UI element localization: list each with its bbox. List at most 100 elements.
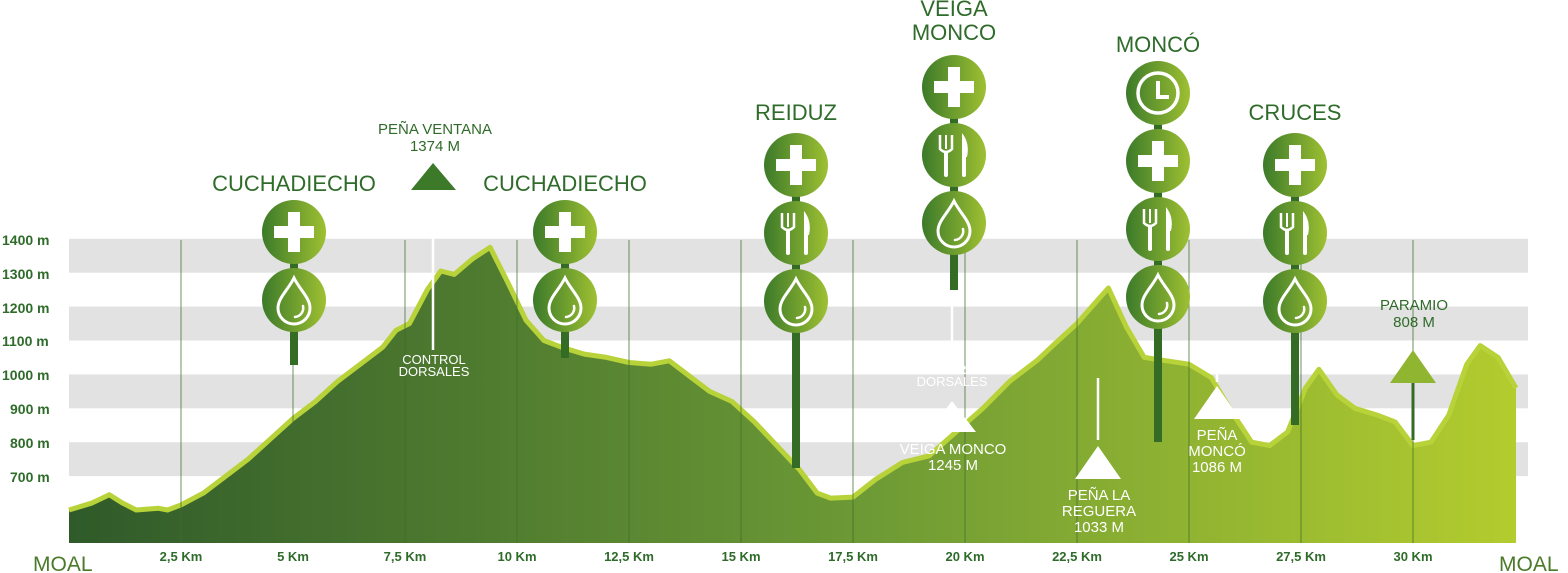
peak-name: PARAMIO <box>1380 297 1448 314</box>
drop-shape <box>1140 271 1176 323</box>
water-icon <box>764 269 828 333</box>
peak-name: PEÑA LA <box>1068 487 1131 504</box>
medical-icon <box>533 200 597 264</box>
y-tick-label: 900 m <box>10 401 50 417</box>
peak-elevation: 808 M <box>1393 314 1435 331</box>
water-icon-circle <box>764 269 828 333</box>
station-name: MONCO <box>912 20 996 45</box>
knife-blade <box>1166 207 1172 231</box>
x-tick-label: 20 Km <box>945 549 984 564</box>
peak-name: PEÑA <box>1197 427 1238 444</box>
station-name: VEIGA <box>920 0 988 21</box>
peak-name: MONCÓ <box>1188 443 1246 460</box>
drop-highlight <box>795 305 807 320</box>
peak-elevation: 1245 M <box>928 457 978 474</box>
x-tick-label: 25 Km <box>1169 549 1208 564</box>
fork-head <box>1279 213 1295 232</box>
water-icon <box>1126 265 1190 329</box>
fork-head <box>938 135 954 154</box>
control-label: DORSALES <box>917 374 988 389</box>
control-dorsales-2: CONTROL DORSALES <box>917 362 988 389</box>
medical-icon <box>1263 133 1327 197</box>
drop-highlight <box>564 304 576 319</box>
food-icon-circle <box>1263 201 1327 265</box>
station-name: CUCHADIECHO <box>212 171 376 196</box>
y-tick-label: 700 m <box>10 469 50 485</box>
drop-highlight <box>953 227 965 242</box>
peak-veiga-monco: VEIGA MONCO 1245 M <box>900 290 1007 474</box>
y-tick-label: 1100 m <box>2 333 49 349</box>
mountain-icon <box>411 163 456 190</box>
terrain-area <box>69 247 1516 544</box>
water-icon-circle <box>1263 269 1327 333</box>
peak-name: VEIGA MONCO <box>900 441 1007 458</box>
cross-bar-v <box>559 212 571 252</box>
knife-blade <box>1303 211 1309 235</box>
cross-bar-v <box>1152 141 1164 181</box>
fork-head <box>1142 209 1158 228</box>
food-icon <box>764 201 828 265</box>
drop-highlight <box>293 304 305 319</box>
start-label: MOAL <box>33 553 93 573</box>
x-tick-label: 15 Km <box>721 549 760 564</box>
x-axis: MOAL MOAL 2,5 Km 5 Km 7,5 Km 10 Km 12,5 … <box>33 549 1559 573</box>
peak-paramio: PARAMIO 808 M <box>1380 297 1448 440</box>
food-icon-circle <box>1126 197 1190 261</box>
y-tick-label: 1000 m <box>2 367 49 383</box>
water-icon <box>533 268 597 332</box>
medical-icon <box>764 133 828 197</box>
drop-highlight <box>1294 305 1306 320</box>
x-tick-label: 12,5 Km <box>604 549 654 564</box>
drop-shape <box>778 275 814 327</box>
peak-elevation: 1374 M <box>410 138 460 155</box>
x-tick-label: 10 Km <box>497 549 536 564</box>
drop-highlight <box>1157 301 1169 316</box>
water-icon <box>262 268 326 332</box>
water-icon-circle <box>1126 265 1190 329</box>
y-tick-label: 1400 m <box>2 232 49 248</box>
x-tick-label: 17,5 Km <box>828 549 878 564</box>
service-pole <box>1154 87 1162 442</box>
x-tick-label: 30 Km <box>1393 549 1432 564</box>
y-tick-label: 800 m <box>10 435 50 451</box>
water-icon-circle <box>262 268 326 332</box>
peak-elevation: 1033 M <box>1074 519 1124 536</box>
mountain-icon <box>1075 446 1121 479</box>
water-icon-circle <box>922 191 986 255</box>
mountain-icon <box>1390 350 1436 383</box>
x-tick-label: 27,5 Km <box>1276 549 1326 564</box>
cross-bar-v <box>1289 145 1301 185</box>
clock-icon <box>1126 61 1190 125</box>
control-dorsales-1: CONTROL DORSALES <box>399 352 470 379</box>
water-icon-circle <box>533 268 597 332</box>
cross-bar-v <box>790 145 802 185</box>
station-name: MONCÓ <box>1116 32 1200 57</box>
clock-face <box>1136 71 1180 115</box>
x-tick-label: 22,5 Km <box>1052 549 1102 564</box>
end-label: MOAL <box>1499 553 1559 573</box>
medical-icon <box>262 200 326 264</box>
peak-pena-monco: PEÑA MONCÓ 1086 M <box>1188 354 1246 476</box>
station-name: REIDUZ <box>755 100 837 125</box>
control-label: DORSALES <box>399 364 470 379</box>
drop-shape <box>936 197 972 249</box>
x-tick-label: 7,5 Km <box>384 549 427 564</box>
medical-icon <box>922 55 986 119</box>
terrain-layer <box>68 244 1519 544</box>
peak-name: REGUERA <box>1062 503 1136 520</box>
station-name: CUCHADIECHO <box>483 171 647 196</box>
x-tick-label: 5 Km <box>277 549 309 564</box>
drop-shape <box>276 274 312 326</box>
water-icon <box>1263 269 1327 333</box>
control-label: CONTROL <box>402 352 466 367</box>
food-icon-circle <box>922 123 986 187</box>
cross-bar-v <box>288 212 300 252</box>
service-icons <box>262 55 1327 333</box>
cross-bar-v <box>948 67 960 107</box>
food-icon-circle <box>764 201 828 265</box>
knife-blade <box>962 133 968 157</box>
service-pole <box>950 87 958 290</box>
peak-name: PEÑA VENTANA <box>378 121 492 138</box>
drop-shape <box>547 274 583 326</box>
